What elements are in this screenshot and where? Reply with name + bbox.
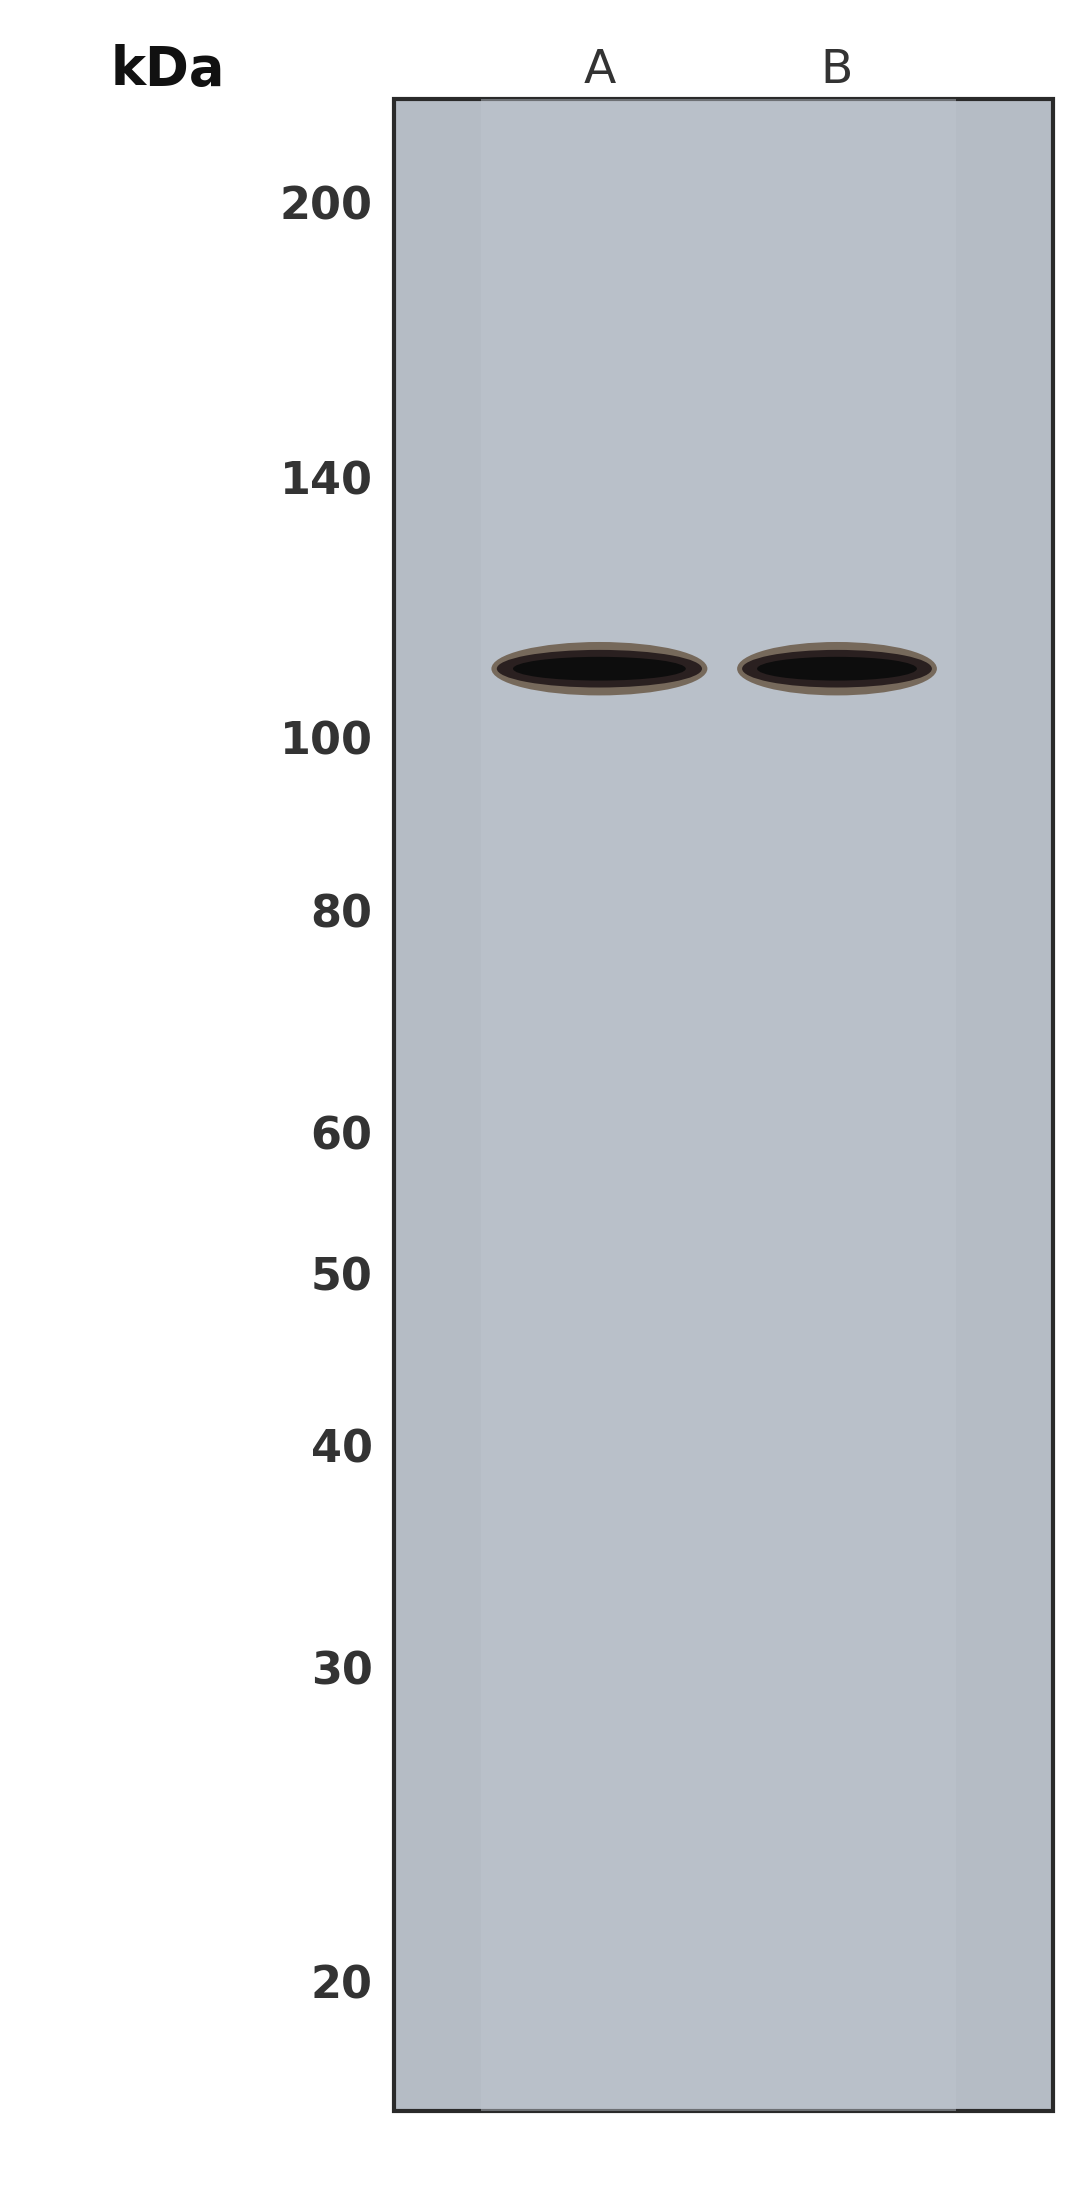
Text: kDa: kDa — [110, 44, 225, 97]
Text: 50: 50 — [311, 1256, 373, 1300]
Text: 140: 140 — [280, 462, 373, 504]
FancyBboxPatch shape — [718, 99, 956, 2111]
Text: 100: 100 — [280, 721, 373, 763]
Ellipse shape — [491, 642, 707, 695]
FancyBboxPatch shape — [394, 99, 1053, 2111]
Ellipse shape — [742, 651, 932, 688]
Text: 60: 60 — [311, 1115, 373, 1159]
Text: A: A — [583, 48, 616, 92]
Ellipse shape — [497, 651, 702, 688]
Text: 40: 40 — [311, 1429, 373, 1471]
Text: 80: 80 — [311, 893, 373, 937]
Ellipse shape — [737, 642, 937, 695]
Text: B: B — [821, 48, 853, 92]
FancyBboxPatch shape — [481, 99, 718, 2111]
Ellipse shape — [757, 658, 917, 679]
Text: 30: 30 — [311, 1651, 373, 1693]
Text: 200: 200 — [280, 185, 373, 229]
Text: 20: 20 — [311, 1964, 373, 2008]
Ellipse shape — [513, 658, 686, 679]
